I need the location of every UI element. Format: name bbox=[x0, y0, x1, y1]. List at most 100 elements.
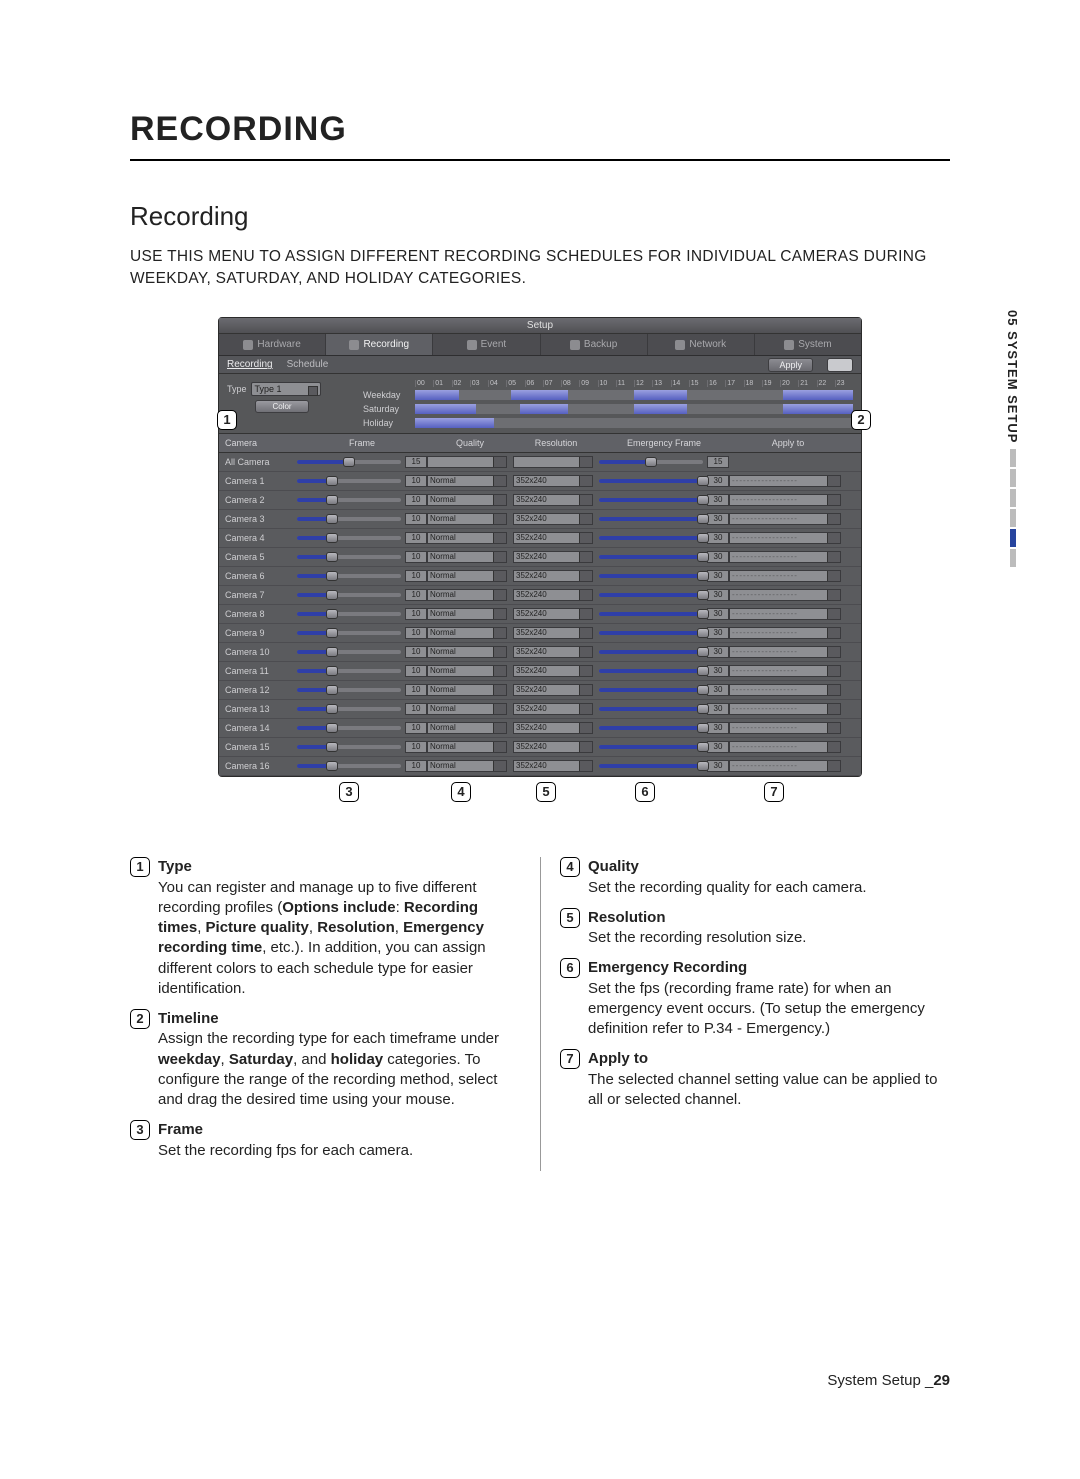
frame-value[interactable]: 10 bbox=[405, 627, 427, 639]
emergency-frame-slider[interactable] bbox=[599, 536, 703, 540]
tab-hardware[interactable]: Hardware bbox=[219, 334, 326, 355]
resolution-select[interactable] bbox=[513, 456, 593, 468]
frame-value[interactable]: 10 bbox=[405, 608, 427, 620]
emergency-frame-value[interactable]: 30 bbox=[707, 665, 729, 677]
frame-slider[interactable] bbox=[297, 517, 401, 521]
frame-slider[interactable] bbox=[297, 536, 401, 540]
emergency-frame-value[interactable]: 30 bbox=[707, 741, 729, 753]
frame-slider[interactable] bbox=[297, 479, 401, 483]
resolution-select[interactable]: 352x240 bbox=[513, 684, 593, 696]
applyto-select[interactable]: ------------------ bbox=[729, 646, 841, 658]
applyto-select[interactable]: ------------------ bbox=[729, 684, 841, 696]
quality-select[interactable]: Normal bbox=[427, 627, 507, 639]
emergency-frame-value[interactable]: 30 bbox=[707, 608, 729, 620]
applyto-select[interactable]: ------------------ bbox=[729, 551, 841, 563]
tab-event[interactable]: Event bbox=[433, 334, 540, 355]
resolution-select[interactable]: 352x240 bbox=[513, 551, 593, 563]
frame-slider[interactable] bbox=[297, 593, 401, 597]
resolution-select[interactable]: 352x240 bbox=[513, 722, 593, 734]
tab-backup[interactable]: Backup bbox=[541, 334, 648, 355]
emergency-frame-slider[interactable] bbox=[599, 479, 703, 483]
resolution-select[interactable]: 352x240 bbox=[513, 570, 593, 582]
emergency-frame-value[interactable]: 30 bbox=[707, 570, 729, 582]
emergency-frame-slider[interactable] bbox=[599, 631, 703, 635]
applyto-select[interactable]: ------------------ bbox=[729, 627, 841, 639]
resolution-select[interactable]: 352x240 bbox=[513, 665, 593, 677]
quality-select[interactable]: Normal bbox=[427, 494, 507, 506]
emergency-frame-slider[interactable] bbox=[599, 650, 703, 654]
quality-select[interactable]: Normal bbox=[427, 665, 507, 677]
apply-button[interactable]: Apply bbox=[768, 358, 813, 372]
tab-system[interactable]: System bbox=[755, 334, 861, 355]
subtab-schedule[interactable]: Schedule bbox=[287, 359, 329, 370]
quality-select[interactable]: Normal bbox=[427, 608, 507, 620]
applyto-select[interactable]: ------------------ bbox=[729, 589, 841, 601]
emergency-frame-slider[interactable] bbox=[599, 555, 703, 559]
emergency-frame-slider[interactable] bbox=[599, 726, 703, 730]
emergency-frame-slider[interactable] bbox=[599, 745, 703, 749]
resolution-select[interactable]: 352x240 bbox=[513, 703, 593, 715]
subtab-recording[interactable]: Recording bbox=[227, 359, 273, 370]
quality-select[interactable]: Normal bbox=[427, 760, 507, 772]
applyto-select[interactable]: ------------------ bbox=[729, 665, 841, 677]
applyto-select[interactable]: ------------------ bbox=[729, 760, 841, 772]
quality-select[interactable]: Normal bbox=[427, 722, 507, 734]
emergency-frame-value[interactable]: 30 bbox=[707, 494, 729, 506]
emergency-frame-value[interactable]: 30 bbox=[707, 722, 729, 734]
resolution-select[interactable]: 352x240 bbox=[513, 646, 593, 658]
applyto-select[interactable]: ------------------ bbox=[729, 475, 841, 487]
quality-select[interactable]: Normal bbox=[427, 570, 507, 582]
emergency-frame-slider[interactable] bbox=[599, 574, 703, 578]
resolution-select[interactable]: 352x240 bbox=[513, 760, 593, 772]
resolution-select[interactable]: 352x240 bbox=[513, 741, 593, 753]
frame-value[interactable]: 10 bbox=[405, 475, 427, 487]
resolution-select[interactable]: 352x240 bbox=[513, 513, 593, 525]
resolution-select[interactable]: 352x240 bbox=[513, 532, 593, 544]
frame-value[interactable]: 10 bbox=[405, 589, 427, 601]
resolution-select[interactable]: 352x240 bbox=[513, 608, 593, 620]
frame-slider[interactable] bbox=[297, 631, 401, 635]
tab-network[interactable]: Network bbox=[648, 334, 755, 355]
resolution-select[interactable]: 352x240 bbox=[513, 494, 593, 506]
emergency-frame-value[interactable]: 30 bbox=[707, 646, 729, 658]
emergency-frame-slider[interactable] bbox=[599, 707, 703, 711]
applyto-select[interactable]: ------------------ bbox=[729, 722, 841, 734]
frame-slider[interactable] bbox=[297, 726, 401, 730]
emergency-frame-value[interactable]: 30 bbox=[707, 513, 729, 525]
applyto-select[interactable]: ------------------ bbox=[729, 703, 841, 715]
emergency-frame-value[interactable]: 30 bbox=[707, 475, 729, 487]
quality-select[interactable] bbox=[427, 456, 507, 468]
frame-slider[interactable] bbox=[297, 707, 401, 711]
tab-recording[interactable]: Recording bbox=[326, 334, 433, 355]
quality-select[interactable]: Normal bbox=[427, 475, 507, 487]
timeline-bar[interactable] bbox=[415, 404, 853, 414]
frame-value[interactable]: 10 bbox=[405, 646, 427, 658]
quality-select[interactable]: Normal bbox=[427, 532, 507, 544]
frame-value[interactable]: 15 bbox=[405, 456, 427, 468]
frame-value[interactable]: 10 bbox=[405, 494, 427, 506]
emergency-frame-slider[interactable] bbox=[599, 688, 703, 692]
frame-value[interactable]: 10 bbox=[405, 722, 427, 734]
emergency-frame-slider[interactable] bbox=[599, 764, 703, 768]
applyto-select[interactable]: ------------------ bbox=[729, 532, 841, 544]
frame-value[interactable]: 10 bbox=[405, 760, 427, 772]
quality-select[interactable]: Normal bbox=[427, 551, 507, 563]
frame-slider[interactable] bbox=[297, 669, 401, 673]
applyto-select[interactable]: ------------------ bbox=[729, 513, 841, 525]
emergency-frame-slider[interactable] bbox=[599, 517, 703, 521]
frame-slider[interactable] bbox=[297, 745, 401, 749]
frame-slider[interactable] bbox=[297, 764, 401, 768]
emergency-frame-slider[interactable] bbox=[599, 669, 703, 673]
frame-slider[interactable] bbox=[297, 688, 401, 692]
applyto-select[interactable]: ------------------ bbox=[729, 570, 841, 582]
type-select[interactable]: Type 1 bbox=[251, 382, 321, 396]
applyto-select[interactable]: ------------------ bbox=[729, 608, 841, 620]
applyto-select[interactable]: ------------------ bbox=[729, 494, 841, 506]
emergency-frame-value[interactable]: 30 bbox=[707, 532, 729, 544]
quality-select[interactable]: Normal bbox=[427, 589, 507, 601]
frame-value[interactable]: 10 bbox=[405, 570, 427, 582]
timeline-bar[interactable] bbox=[415, 418, 853, 428]
emergency-frame-value[interactable]: 30 bbox=[707, 760, 729, 772]
emergency-frame-slider[interactable] bbox=[599, 460, 703, 464]
emergency-frame-value[interactable]: 30 bbox=[707, 684, 729, 696]
